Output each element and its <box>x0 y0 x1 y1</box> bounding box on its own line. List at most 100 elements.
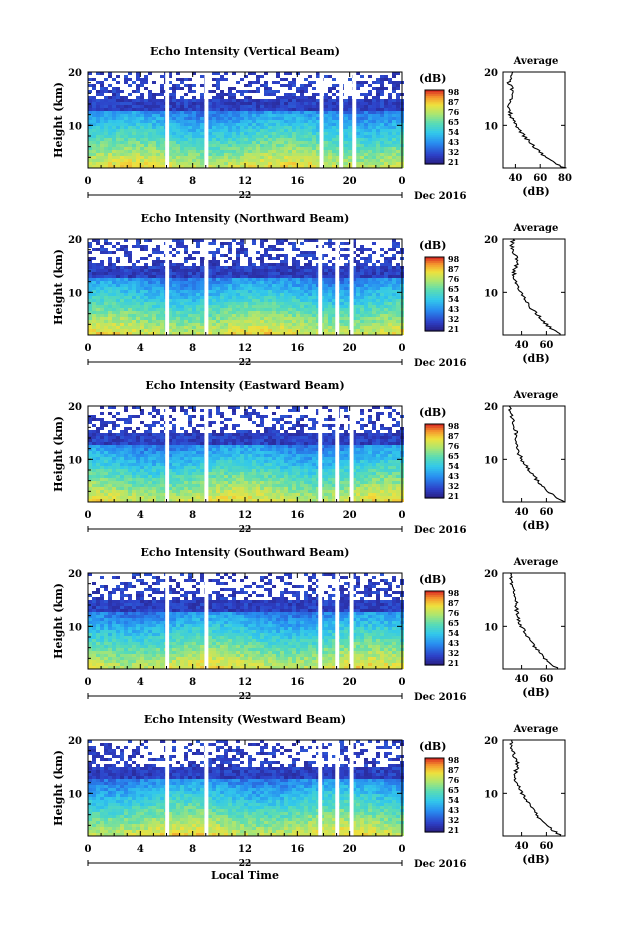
heatmap-cell <box>372 296 376 299</box>
heatmap-cell <box>392 105 396 108</box>
heatmap-cell <box>144 293 148 296</box>
heatmap-cell <box>360 162 364 165</box>
heatmap-cell <box>360 281 364 284</box>
heatmap-cell <box>156 260 160 263</box>
heatmap-cell <box>140 278 144 281</box>
heatmap-cell <box>232 323 236 326</box>
heatmap-cell <box>252 299 256 302</box>
heatmap-cell <box>348 144 352 147</box>
heatmap-cell <box>100 451 104 454</box>
heatmap-cell <box>184 311 188 314</box>
heatmap-cell <box>148 287 152 290</box>
heatmap-cell <box>92 239 96 242</box>
heatmap-cell <box>364 123 368 126</box>
heatmap-cell <box>288 87 292 90</box>
heatmap-cell <box>216 141 220 144</box>
heatmap-cell <box>92 284 96 287</box>
heatmap-cell <box>124 162 128 165</box>
heatmap-cell <box>128 105 132 108</box>
heatmap-cell <box>184 99 188 102</box>
heatmap-cell <box>292 278 296 281</box>
heatmap-cell <box>96 90 100 93</box>
heatmap-cell <box>344 290 348 293</box>
heatmap-cell <box>96 150 100 153</box>
heatmap-cell <box>316 314 320 317</box>
heatmap-cell <box>372 287 376 290</box>
heatmap-cell <box>92 150 96 153</box>
heatmap-cell <box>228 114 232 117</box>
heatmap-cell <box>160 117 164 120</box>
heatmap-cell <box>260 105 264 108</box>
heatmap-cell <box>304 147 308 150</box>
heatmap-cell <box>180 302 184 305</box>
panel-2: Echo Intensity (Northward Beam)1020Heigh… <box>52 212 566 369</box>
heatmap-cell <box>104 481 108 484</box>
heatmap-cell <box>116 120 120 123</box>
heatmap-cell <box>152 278 156 281</box>
heatmap-cell <box>332 284 336 287</box>
heatmap-cell <box>268 165 272 168</box>
colorbar-segment <box>425 283 444 287</box>
heatmap-cell <box>136 433 140 436</box>
heatmap-cell <box>344 144 348 147</box>
heatmap-cell <box>112 78 116 81</box>
heatmap-cell <box>112 156 116 159</box>
heatmap-cell <box>256 299 260 302</box>
heatmap-cell <box>280 165 284 168</box>
heatmap-cell <box>184 135 188 138</box>
heatmap-cell <box>152 105 156 108</box>
heatmap-cell <box>280 284 284 287</box>
heatmap-cell <box>248 138 252 141</box>
heatmap-cell <box>324 320 328 323</box>
heatmap-cell <box>200 272 204 275</box>
heatmap-cell <box>132 266 136 269</box>
heatmap-cell <box>284 269 288 272</box>
heatmap-cell <box>384 326 388 329</box>
heatmap-cell <box>352 260 356 263</box>
heatmap-cell <box>340 275 344 278</box>
heatmap-cell <box>388 99 392 102</box>
heatmap-cell <box>260 317 264 320</box>
heatmap-cell <box>280 329 284 332</box>
heatmap-cell <box>384 120 388 123</box>
heatmap-cell <box>392 278 396 281</box>
heatmap-cell <box>92 263 96 266</box>
colorbar-tick-label: 32 <box>448 147 459 157</box>
heatmap-cell <box>284 165 288 168</box>
heatmap-cell <box>312 144 316 147</box>
heatmap-cell <box>264 281 268 284</box>
date-label: Dec 2016 <box>414 191 466 202</box>
heatmap-cell <box>384 302 388 305</box>
heatmap-cell <box>264 269 268 272</box>
heatmap-cell <box>284 120 288 123</box>
heatmap-cell <box>268 299 272 302</box>
colorbar-segment <box>425 285 444 289</box>
heatmap-cell <box>392 329 396 332</box>
colorbar-segment <box>425 263 444 266</box>
heatmap-cell <box>152 475 156 478</box>
heatmap-cell <box>152 296 156 299</box>
heatmap-cell <box>296 281 300 284</box>
heatmap-cell <box>100 478 104 481</box>
heatmap-cell <box>364 162 368 165</box>
heatmap-cell <box>316 108 320 111</box>
heatmap-cell <box>332 326 336 329</box>
heatmap-cell <box>176 305 180 308</box>
heatmap-cell <box>348 111 352 114</box>
heatmap-cell <box>176 126 180 129</box>
heatmap-cell <box>112 490 116 493</box>
heatmap-cell <box>120 320 124 323</box>
heatmap-cell <box>304 287 308 290</box>
heatmap-cell <box>304 135 308 138</box>
heatmap-cell <box>192 290 196 293</box>
heatmap-cell <box>196 251 200 254</box>
heatmap-cell <box>312 99 316 102</box>
heatmap-cell <box>148 141 152 144</box>
heatmap-cell <box>184 138 188 141</box>
heatmap-cell <box>128 114 132 117</box>
heatmap-cell <box>220 245 224 248</box>
heatmap-cell <box>156 165 160 168</box>
heatmap-cell <box>116 162 120 165</box>
data-gap <box>165 239 170 335</box>
heatmap-cell <box>324 272 328 275</box>
